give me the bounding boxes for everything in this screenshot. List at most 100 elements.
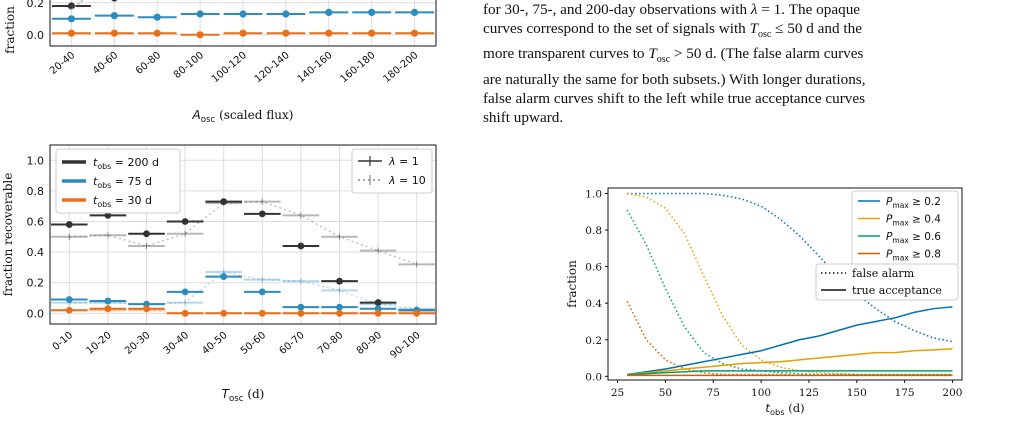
legend-pmax: Pmax ≥ 0.2 Pmax ≥ 0.4 Pmax ≥ 0.6 Pmax ≥ 0.8 (851, 190, 959, 266)
caption-line: curves correspond to the set of signals … (483, 20, 862, 41)
x-tick-label: 90-100 (388, 330, 422, 361)
data-point (239, 10, 247, 18)
series-segment (71, 0, 85, 10)
y-tick-label: 0.8 (585, 225, 602, 237)
x-tick-label: 30-40 (162, 330, 191, 357)
data-point (104, 305, 112, 313)
data-point (220, 309, 228, 317)
y-tick-label: 0.0 (27, 29, 45, 42)
data-point (258, 288, 266, 296)
legend-label: λ = 10 (388, 174, 426, 187)
data-point (368, 8, 376, 16)
legend-label: Pmax ≥ 0.2 (886, 196, 941, 210)
y-tick-label: 0.2 (27, 0, 45, 10)
legend-tobs: tobs = 200 d tobs = 75 d tobs = 30 d (55, 148, 181, 214)
data-point (258, 210, 266, 218)
x-tick-label: 40-50 (200, 330, 229, 357)
y-tick-label: 0.2 (585, 335, 602, 347)
caption-line: shift upward. (483, 109, 564, 127)
series-line (627, 192, 953, 343)
x-tick-label: 25 (611, 387, 624, 399)
x-tick-label: 160-180 (339, 50, 378, 85)
data-point (67, 29, 76, 37)
y-tick-label: 0.0 (27, 307, 45, 320)
series-line (627, 306, 953, 376)
x-tick-label: 60-70 (277, 330, 306, 357)
data-point (181, 309, 189, 317)
x-tick-label: 75 (707, 387, 720, 399)
data-point (65, 296, 73, 303)
legend-box (815, 263, 959, 301)
data-point (153, 13, 161, 21)
legend-label: Pmax ≥ 0.8 (886, 249, 941, 263)
legend-label: λ = 1 (388, 155, 419, 168)
legend-lambda: λ = 1 λ = 10 (351, 148, 433, 194)
x-tick-label: 0-10 (51, 330, 75, 353)
data-point (410, 29, 419, 37)
x-tick-label: 10-20 (84, 330, 113, 357)
legend-label: tobs = 30 d (93, 194, 152, 209)
x-tick-label: 70-80 (316, 330, 345, 357)
caption-line: for 30-, 75-, and 200-day observations w… (483, 1, 861, 18)
legend-label: true acceptance (852, 284, 942, 297)
series-line (627, 348, 953, 376)
x-tick-label: 100-120 (210, 50, 249, 85)
y-axis-label: fraction (3, 6, 17, 54)
data-point (153, 29, 161, 37)
data-point (374, 299, 382, 306)
data-point (67, 15, 76, 23)
data-point (143, 305, 150, 313)
data-point (325, 29, 333, 37)
data-point (143, 230, 150, 238)
data-point (220, 273, 228, 280)
data-point (282, 10, 290, 18)
series-line (626, 209, 953, 376)
x-tick-label: 80-90 (355, 330, 384, 357)
caption-line: are naturally the same for both subsets.… (483, 70, 866, 88)
x-tick-label: 80-100 (172, 50, 206, 81)
data-point (67, 2, 76, 10)
data-point (65, 306, 73, 314)
caption-line: false alarm curves shift to the left whi… (483, 89, 866, 107)
x-axis-label: Aosc (scaled flux) (192, 108, 294, 125)
x-tick-label: 150 (847, 387, 867, 399)
x-tick-label: 20-30 (123, 330, 152, 357)
plot-frame (607, 187, 963, 381)
legend-label: tobs = 75 d (93, 175, 152, 190)
series-line (626, 301, 953, 377)
x-tick-label: 50-60 (239, 330, 268, 357)
data-point (181, 218, 189, 225)
plot-frame (49, 144, 437, 325)
data-point (110, 12, 118, 20)
x-tick-label: 60-80 (134, 50, 163, 77)
top-chart: 0.0 0.2 20-40 40-60 60-80 80-100 100-120 120-14… (3, 0, 437, 125)
figure-caption: for 30-, 75-, and 200-day observations w… (483, 0, 1015, 127)
series-line (627, 370, 953, 376)
legend-label: false alarm (852, 267, 915, 280)
y-tick-label: 1.0 (27, 154, 45, 167)
data-point (258, 309, 266, 317)
x-tick-label: 20-40 (48, 50, 77, 77)
x-axis-label: tobs (d) (765, 401, 804, 417)
data-point (297, 309, 305, 317)
data-point (110, 29, 118, 37)
x-tick-label: 120-140 (253, 50, 292, 85)
data-point (368, 29, 376, 37)
y-tick-label: 1.0 (585, 188, 602, 200)
caption-line: more transparent curves to Tosc > 50 d. … (483, 45, 864, 66)
x-tick-label: 140-160 (296, 50, 335, 85)
data-point (181, 288, 189, 296)
legend-style: false alarm true acceptance (815, 263, 959, 301)
legend-box (351, 148, 433, 194)
data-point (104, 297, 112, 305)
bottom-chart: 0.0 0.2 0.4 0.6 0.8 1.0 0-10 10-20 20-30 30-40 40-… (1, 144, 437, 404)
data-point (196, 31, 204, 39)
y-tick-label: 0.8 (27, 185, 45, 198)
x-tick-label: 50 (659, 387, 672, 399)
x-tick-label: 175 (895, 387, 915, 399)
data-point (336, 309, 343, 317)
data-point (297, 303, 305, 311)
legend-label: Pmax ≥ 0.4 (886, 214, 941, 228)
data-point (65, 221, 73, 228)
x-tick-label: 200 (942, 387, 962, 399)
